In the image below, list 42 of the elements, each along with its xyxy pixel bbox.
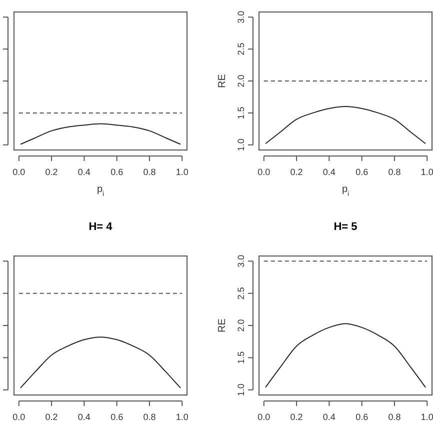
y-tick-label: 3.0 [236,10,246,24]
y-tick-label: 2.5 [236,287,246,300]
x-axis-title: p$_{i}$ [342,184,350,198]
x-tick-label: 0.4 [322,167,336,177]
x-tick-label: 0.8 [143,167,156,177]
x-tick-label: 0.2 [290,412,303,422]
x-tick-label: 1.0 [420,412,433,422]
line-series [265,106,426,144]
x-tick-label: 0.2 [45,167,58,177]
x-tick-label: 0.6 [356,167,368,177]
x-tick-label: 0.0 [12,167,26,177]
line-series [265,323,426,388]
x-tick-label: 0.8 [388,412,401,422]
x-axis-title: p$_{i}$ [96,184,104,198]
y-tick-label: 1.5 [236,106,246,120]
x-tick-label: 0.0 [12,412,26,422]
x-tick-label: 1.0 [176,167,188,177]
y-tick-label: 2.0 [236,74,246,88]
x-tick-label: 0.2 [45,412,58,422]
x-tick-label: 0.6 [110,412,124,422]
y-axis-title: RE [217,74,228,88]
x-tick-label: 0.0 [258,412,270,422]
y-axis-title: RE [217,318,228,332]
y-tick-label: 1.0 [236,384,246,396]
x-tick-label: 0.0 [258,167,270,177]
y-tick-label: 1.5 [236,351,246,364]
x-tick-label: 1.0 [176,412,188,422]
y-tick-label: 1.0 [236,138,246,152]
x-tick-label: 0.2 [290,167,303,177]
x-tick-label: 0.4 [322,412,336,422]
x-tick-label: 0.6 [110,167,124,177]
x-tick-label: 0.4 [78,167,90,177]
y-tick-label: 2.5 [236,42,246,56]
x-tick-label: 0.8 [388,167,401,177]
y-tick-label: 3.0 [236,254,246,268]
x-tick-label: 1.0 [420,167,433,177]
x-tick-label: 0.4 [78,412,90,422]
chart-title: H= 4 [88,221,114,233]
y-tick-label: 2.0 [236,319,246,332]
x-tick-label: 0.8 [143,412,156,422]
x-tick-label: 0.6 [356,412,368,422]
chart-title: H= 5 [334,221,358,233]
